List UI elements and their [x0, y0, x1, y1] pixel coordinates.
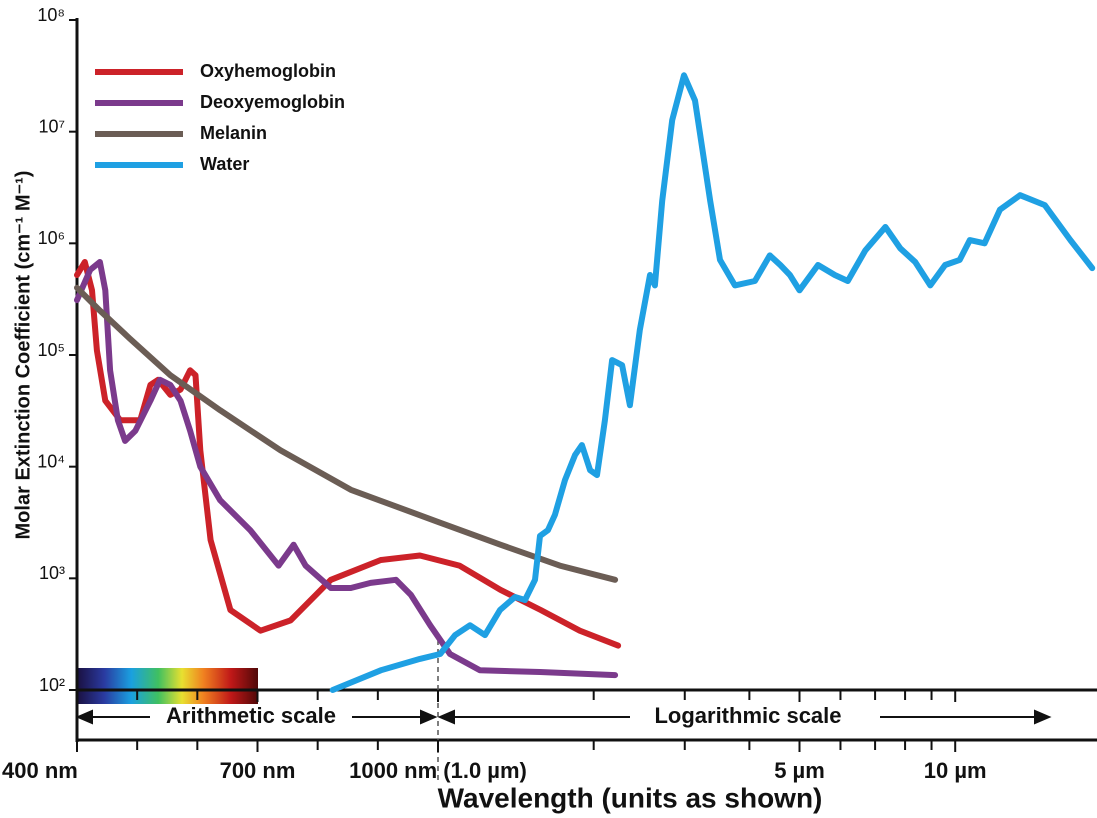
y-axis-title: Molar Extinction Coefficient (cm⁻¹ M⁻¹) — [12, 171, 34, 540]
series-line — [329, 72, 1096, 693]
legend-label: Deoxyemoglobin — [200, 92, 345, 112]
x-tick-label: 700 nm — [220, 758, 296, 783]
annotation: Logarithmic scale — [654, 703, 841, 728]
y-tick-label: 10⁶ — [38, 228, 65, 248]
x-tick-label: 1000 nm (1.0 µm) — [349, 758, 527, 783]
x-tick-label: 400 nm — [2, 758, 78, 783]
series-line — [74, 259, 622, 649]
scale-arrows — [75, 709, 1052, 725]
y-tick-label: 10³ — [39, 563, 65, 583]
x-tick-label: 10 µm — [924, 758, 987, 783]
legend-label: Melanin — [200, 123, 267, 143]
series-line — [74, 284, 619, 583]
legend-label: Water — [200, 154, 249, 174]
annotation: Arithmetic scale — [166, 703, 336, 728]
x-axis-title: Wavelength (units as shown) — [438, 782, 823, 813]
legend-label: Oxyhemoglobin — [200, 61, 336, 81]
y-tick-label: 10⁸ — [37, 5, 65, 25]
y-tick-label: 10² — [39, 675, 65, 695]
y-tick-label: 10⁷ — [38, 116, 65, 136]
series-line — [74, 259, 619, 679]
x-tick-label: 5 µm — [774, 758, 825, 783]
y-tick-label: 10⁴ — [37, 451, 65, 471]
y-tick-label: 10⁵ — [38, 340, 65, 360]
visible-spectrum — [77, 668, 258, 704]
